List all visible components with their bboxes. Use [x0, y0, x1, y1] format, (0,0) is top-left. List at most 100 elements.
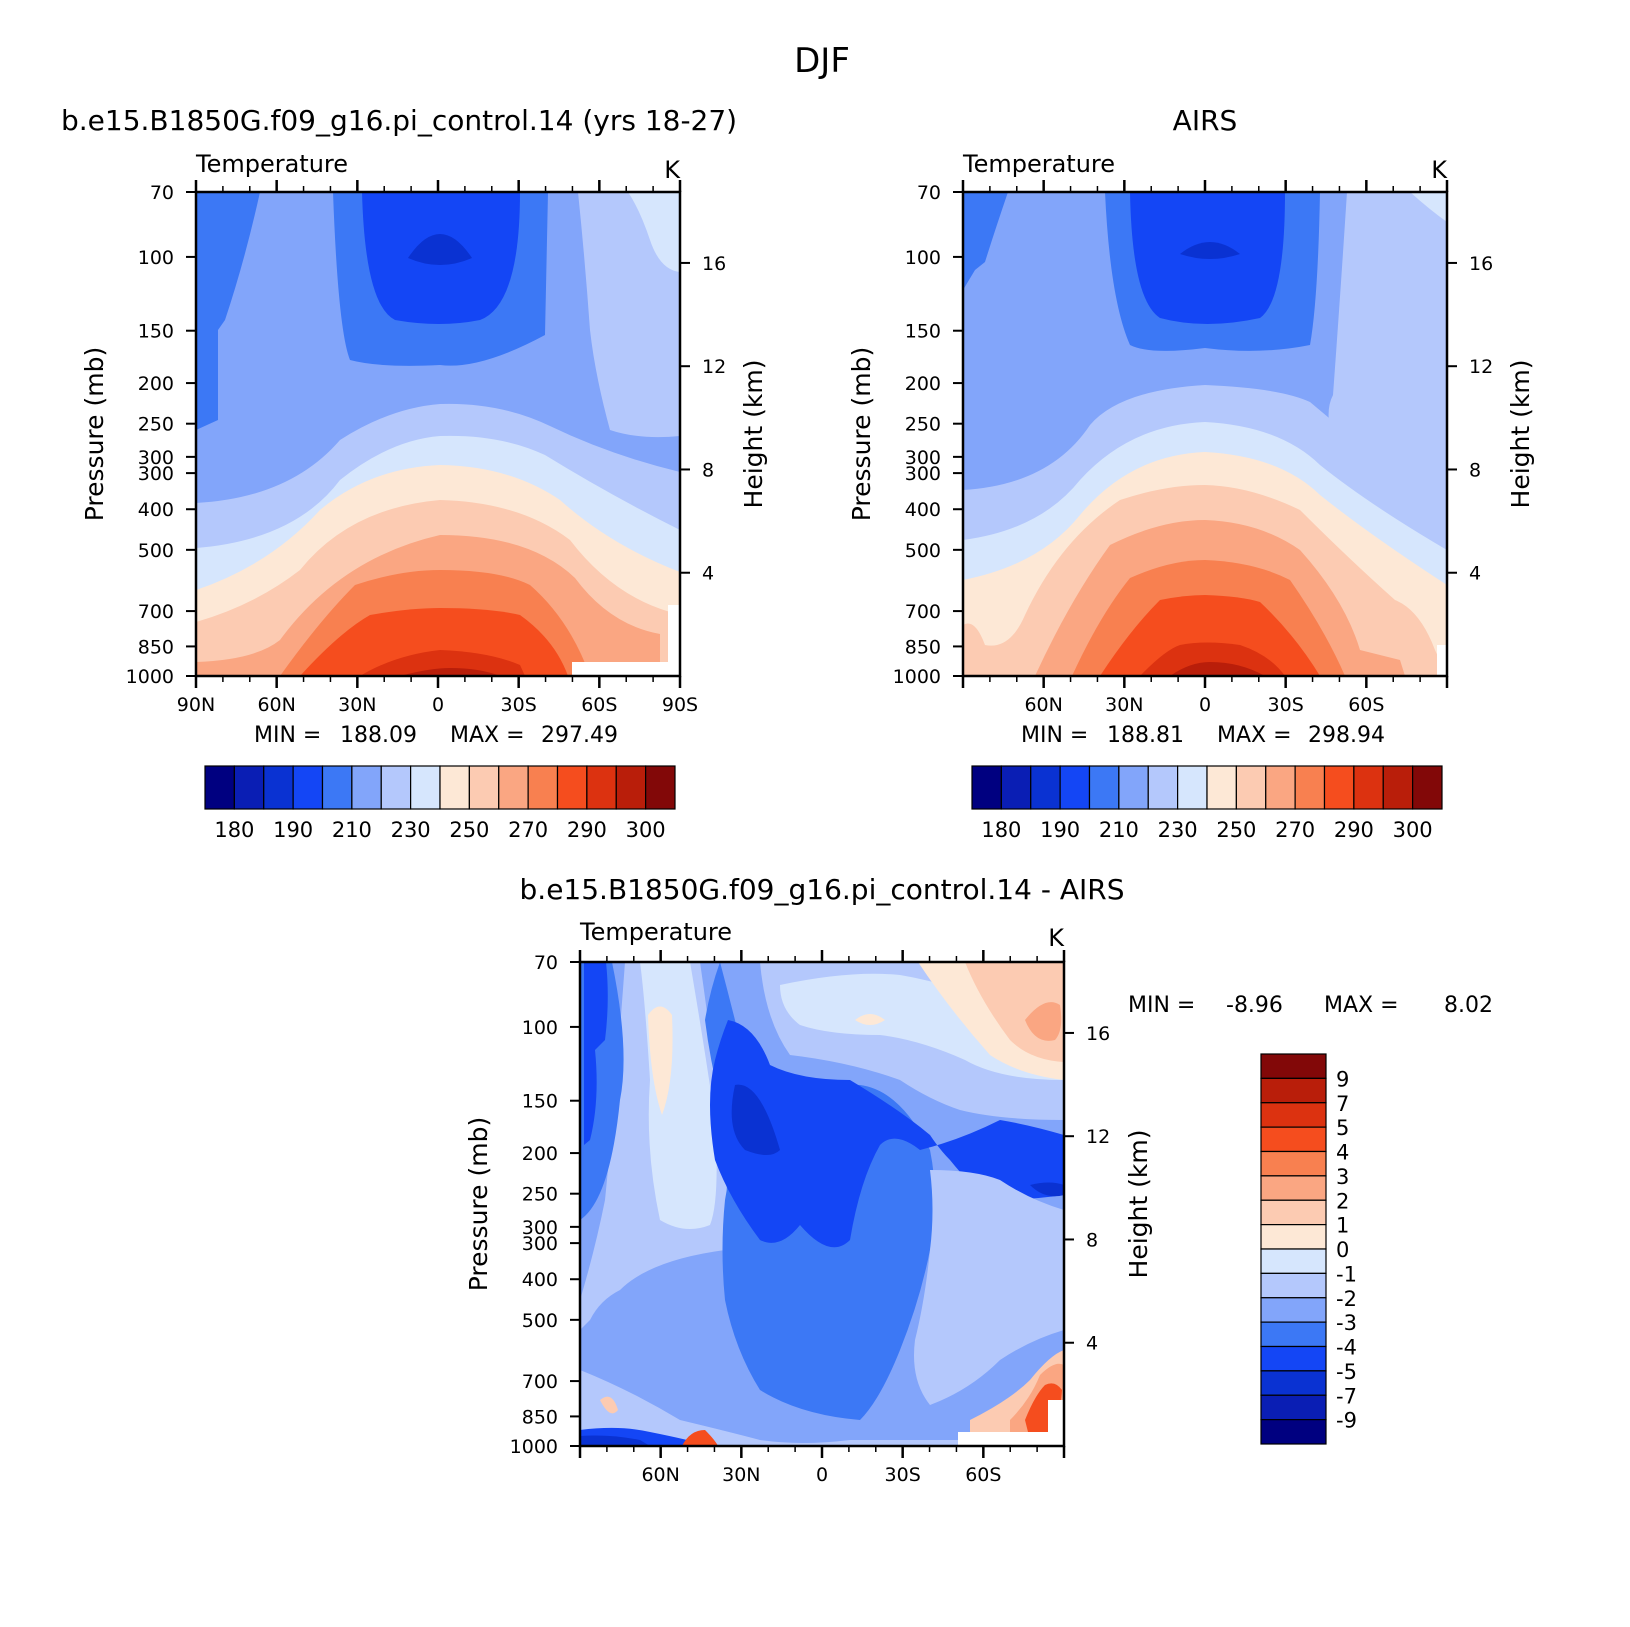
y-tick-label: 200 — [905, 373, 941, 395]
missing-data — [1437, 645, 1447, 676]
colorbar-box — [1260, 1199, 1327, 1226]
panel-diff-variable: Temperature — [579, 918, 732, 946]
colorbar-label: 180 — [214, 818, 254, 842]
panel-diff-max-label: MAX = — [1324, 993, 1399, 1018]
field-band — [196, 192, 260, 430]
field-band — [1180, 242, 1240, 259]
y-tick-label: 400 — [138, 499, 174, 521]
height-tick-label: 12 — [1086, 1126, 1110, 1148]
panel-model-min-value: 188.09 — [340, 723, 417, 748]
colorbar-box — [1260, 1150, 1327, 1177]
y-tick-label: 150 — [905, 321, 941, 343]
panel-model-max-label: MAX = — [450, 723, 525, 748]
panel-airs-field — [963, 192, 1447, 676]
colorbar-label: 180 — [981, 818, 1021, 842]
field-band — [1140, 642, 1285, 676]
colorbar-box — [1118, 765, 1149, 810]
colorbar-label: 9 — [1336, 1067, 1349, 1091]
missing-data — [1048, 1400, 1064, 1446]
y-tick-label: 250 — [905, 414, 941, 436]
y-tick-label: 200 — [138, 373, 174, 395]
y-tick-label: 700 — [522, 1371, 558, 1393]
colorbar-box — [1260, 1297, 1327, 1323]
colorbar-label: -4 — [1336, 1336, 1357, 1360]
y-tick-label: 70 — [534, 952, 558, 974]
colorbar-label: -2 — [1336, 1287, 1357, 1311]
y-tick-label: 300 — [138, 447, 174, 469]
panel-diff-min-value: -8.96 — [1226, 993, 1283, 1018]
colorbar-box — [321, 765, 353, 810]
height-tick-label: 8 — [1086, 1229, 1098, 1251]
colorbar-box — [1235, 765, 1267, 810]
colorbar-label: 300 — [626, 818, 666, 842]
colorbar-label: 3 — [1336, 1165, 1349, 1189]
x-tick-label: 60N — [257, 694, 295, 716]
y-tick-label: 700 — [905, 601, 941, 623]
y-tick-label: 300 — [905, 463, 941, 485]
field-band — [1100, 595, 1320, 676]
y-tick-label: 500 — [905, 540, 941, 562]
colorbar-label: 190 — [1040, 818, 1080, 842]
y-tick-label: 500 — [138, 540, 174, 562]
colorbar-box — [1030, 765, 1061, 810]
colorbar-label: 290 — [1334, 818, 1374, 842]
colorbar-label: 5 — [1336, 1116, 1349, 1140]
y-tick-label: 200 — [522, 1143, 558, 1165]
colorbar-box — [1382, 765, 1414, 810]
x-tick-label: 30N — [722, 1464, 760, 1486]
height-tick-label: 16 — [702, 253, 726, 275]
panel-diff-max-value: 8.02 — [1444, 993, 1493, 1018]
y-tick-label: 100 — [905, 247, 941, 269]
panel-airs-min-label: MIN = — [1021, 723, 1088, 748]
y-tick-label: 300 — [905, 447, 941, 469]
field-band — [584, 962, 608, 1145]
field-band — [360, 650, 525, 676]
field-band — [628, 192, 680, 272]
colorbar-label: 300 — [1393, 818, 1433, 842]
missing-data — [668, 605, 680, 676]
y-tick-label: 850 — [905, 636, 941, 658]
colorbar-label: 190 — [273, 818, 313, 842]
colorbar-box — [645, 765, 676, 810]
y-tick-label: 1000 — [126, 666, 174, 688]
panel-airs-title: AIRS — [1173, 104, 1238, 137]
colorbar-box — [1260, 1370, 1327, 1396]
height-tick-label: 16 — [1086, 1023, 1110, 1045]
panel-diff-title: b.e15.B1850G.f09_g16.pi_control.14 - AIR… — [520, 873, 1125, 906]
height-tick-label: 16 — [1469, 253, 1493, 275]
colorbar-box — [1177, 765, 1208, 810]
colorbar-box — [292, 765, 324, 810]
colorbar-box — [439, 765, 470, 810]
colorbar-label: 250 — [449, 818, 489, 842]
height-tick-label: 4 — [702, 563, 714, 585]
colorbar-label: 270 — [508, 818, 548, 842]
colorbar-box — [351, 765, 382, 810]
field-band — [1030, 1182, 1064, 1197]
colorbar-label: -3 — [1336, 1311, 1357, 1335]
colorbar-box — [1353, 765, 1384, 810]
colorbar-box — [204, 765, 235, 810]
x-tick-label: 60S — [965, 1464, 1001, 1486]
colorbar-label: 2 — [1336, 1189, 1349, 1213]
colorbar-box — [380, 765, 412, 810]
x-tick-label: 60S — [581, 694, 617, 716]
x-tick-label: 30S — [885, 1464, 921, 1486]
colorbar-label: 4 — [1336, 1141, 1349, 1165]
panel-airs-ylabel-right: Height (km) — [1506, 360, 1535, 509]
height-tick-label: 8 — [702, 459, 714, 481]
y-tick-label: 300 — [522, 1217, 558, 1239]
colorbar-label: 290 — [567, 818, 607, 842]
colorbar-box — [1059, 765, 1091, 810]
colorbar-box — [1260, 1224, 1327, 1250]
y-tick-label: 850 — [138, 636, 174, 658]
colorbar-box — [1260, 1394, 1327, 1421]
x-tick-label: 90S — [662, 694, 698, 716]
x-tick-label: 30S — [1268, 694, 1304, 716]
field-band — [710, 1020, 1064, 1248]
panel-model-field — [196, 192, 680, 676]
panel-model-ylabel: Pressure (mb) — [80, 347, 109, 521]
x-tick-label: 90N — [177, 694, 215, 716]
y-tick-label: 150 — [522, 1091, 558, 1113]
